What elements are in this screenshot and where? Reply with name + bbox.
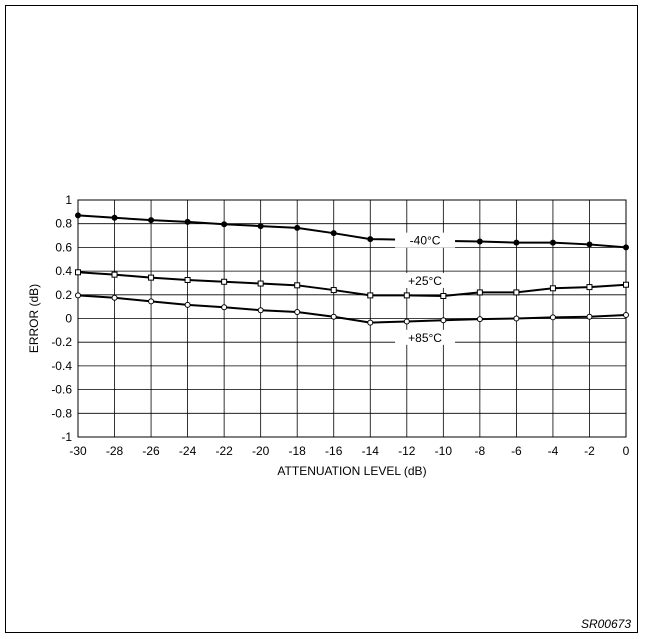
x-tick-label: -26 bbox=[142, 444, 160, 458]
data-point bbox=[330, 230, 337, 237]
data-point bbox=[75, 292, 81, 299]
data-point bbox=[476, 289, 483, 296]
x-tick-label: -2 bbox=[584, 444, 595, 458]
data-point bbox=[257, 223, 264, 230]
y-tick-label: -0.8 bbox=[51, 406, 72, 420]
data-point bbox=[367, 292, 374, 299]
data-point bbox=[148, 274, 155, 281]
x-tick-label: -16 bbox=[325, 444, 343, 458]
data-point bbox=[549, 285, 556, 292]
plot-area bbox=[77, 199, 627, 438]
data-point bbox=[476, 238, 483, 245]
data-point bbox=[586, 284, 593, 291]
x-tick-label: -18 bbox=[289, 444, 307, 458]
y-tick-label: 0 bbox=[65, 312, 72, 326]
data-point bbox=[513, 239, 520, 246]
y-tick-label: -0.4 bbox=[51, 359, 72, 373]
y-tick-label: -0.6 bbox=[51, 383, 72, 397]
data-point bbox=[148, 298, 155, 305]
x-tick-label: -8 bbox=[475, 444, 486, 458]
figure-frame bbox=[5, 5, 638, 633]
data-point bbox=[403, 292, 410, 299]
data-point bbox=[184, 276, 191, 283]
x-tick-label: -6 bbox=[511, 444, 522, 458]
y-tick-label: 0.2 bbox=[55, 288, 72, 302]
data-point bbox=[623, 311, 629, 318]
series-label: +85°C bbox=[408, 331, 442, 345]
y-axis-title: ERROR (dB) bbox=[27, 284, 41, 353]
y-tick-label: 0.6 bbox=[55, 240, 72, 254]
data-point bbox=[623, 244, 629, 251]
data-point bbox=[367, 236, 374, 243]
data-point bbox=[257, 307, 264, 314]
x-tick-label: -12 bbox=[398, 444, 416, 458]
x-tick-label: -20 bbox=[252, 444, 270, 458]
data-point bbox=[221, 304, 228, 311]
data-point bbox=[440, 292, 447, 299]
series-label: +25°C bbox=[408, 274, 442, 288]
data-point bbox=[221, 221, 228, 228]
data-point bbox=[148, 217, 155, 224]
figure-code: SR00673 bbox=[580, 617, 631, 631]
x-tick-label: -30 bbox=[69, 444, 87, 458]
x-tick-label: -4 bbox=[548, 444, 559, 458]
data-point bbox=[403, 318, 410, 325]
data-point bbox=[221, 278, 228, 285]
series-label: -40°C bbox=[410, 234, 441, 248]
series-label-bg bbox=[395, 272, 456, 288]
series-line bbox=[77, 294, 627, 324]
data-point bbox=[367, 319, 374, 326]
data-point bbox=[623, 281, 629, 288]
data-point bbox=[330, 287, 337, 294]
y-tick-label: 1 bbox=[65, 193, 72, 207]
data-point bbox=[440, 317, 447, 324]
series-label-bg bbox=[395, 329, 456, 345]
x-tick-label: -22 bbox=[215, 444, 233, 458]
data-point bbox=[294, 282, 301, 289]
series-label-bg bbox=[395, 232, 456, 248]
x-tick-label: -28 bbox=[106, 444, 124, 458]
data-point bbox=[184, 218, 191, 225]
data-point bbox=[257, 280, 264, 287]
data-point bbox=[294, 308, 301, 315]
y-tick-label: 0.8 bbox=[55, 217, 72, 231]
data-point bbox=[294, 224, 301, 231]
y-tick-label: -1 bbox=[61, 430, 72, 444]
data-point bbox=[513, 315, 520, 322]
data-point bbox=[111, 271, 118, 278]
data-point bbox=[111, 294, 118, 301]
x-tick-label: -14 bbox=[362, 444, 380, 458]
data-point bbox=[184, 301, 191, 308]
y-tick-label: 0.4 bbox=[55, 264, 72, 278]
data-point bbox=[513, 289, 520, 296]
data-point bbox=[330, 313, 337, 320]
data-point bbox=[75, 269, 81, 276]
x-tick-label: 0 bbox=[623, 444, 630, 458]
data-point bbox=[549, 239, 556, 246]
data-point bbox=[586, 241, 593, 248]
x-tick-label: -24 bbox=[179, 444, 197, 458]
data-point bbox=[476, 316, 483, 323]
data-point bbox=[111, 214, 118, 221]
series-line bbox=[77, 214, 627, 249]
x-tick-label: -10 bbox=[435, 444, 453, 458]
data-point bbox=[549, 314, 556, 321]
y-tick-label: -0.2 bbox=[51, 335, 72, 349]
data-point bbox=[586, 313, 593, 320]
series-line bbox=[77, 271, 627, 297]
x-axis-title: ATTENUATION LEVEL (dB) bbox=[277, 464, 426, 478]
data-point bbox=[75, 212, 81, 219]
